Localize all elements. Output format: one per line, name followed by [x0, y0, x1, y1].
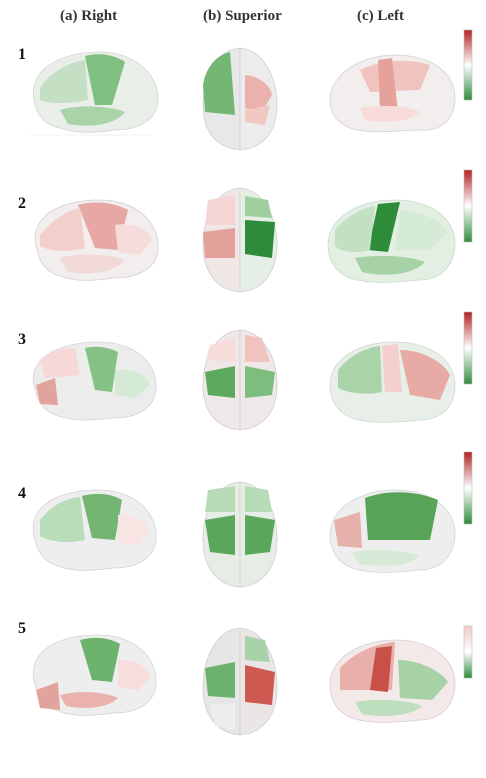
brain-row3-left — [329, 341, 456, 423]
colorbar-row5 — [463, 625, 473, 679]
brain-row3-right — [32, 341, 157, 421]
brain-row1-right — [30, 51, 159, 136]
column-header-right: (a) Right — [60, 8, 118, 24]
row-label-5: 5 — [18, 620, 26, 637]
brain-row4-right — [32, 489, 157, 571]
brain-row5-right — [32, 634, 157, 716]
brain-row4-left — [329, 489, 456, 573]
brain-row5-left — [329, 639, 456, 723]
colorbar-row3 — [463, 311, 473, 385]
brain-row1-left — [329, 54, 456, 133]
row-label-2: 2 — [18, 195, 26, 212]
brain-row5-superior — [202, 627, 278, 736]
brain-row1-superior — [202, 47, 278, 151]
row-label-3: 3 — [18, 331, 26, 348]
colorbar-row4 — [463, 451, 473, 525]
brain-row2-left — [327, 199, 456, 283]
brain-row3-superior — [202, 329, 278, 431]
brain-row2-right — [34, 199, 159, 281]
row-label-1: 1 — [18, 46, 26, 63]
brain-row4-superior — [202, 481, 278, 588]
column-header-superior: (b) Superior — [203, 8, 282, 24]
colorbar-row1 — [463, 29, 473, 101]
brain-row2-superior — [202, 187, 278, 293]
row-label-4: 4 — [18, 485, 26, 502]
colorbar-row2 — [463, 169, 473, 243]
column-header-left: (c) Left — [357, 8, 405, 24]
